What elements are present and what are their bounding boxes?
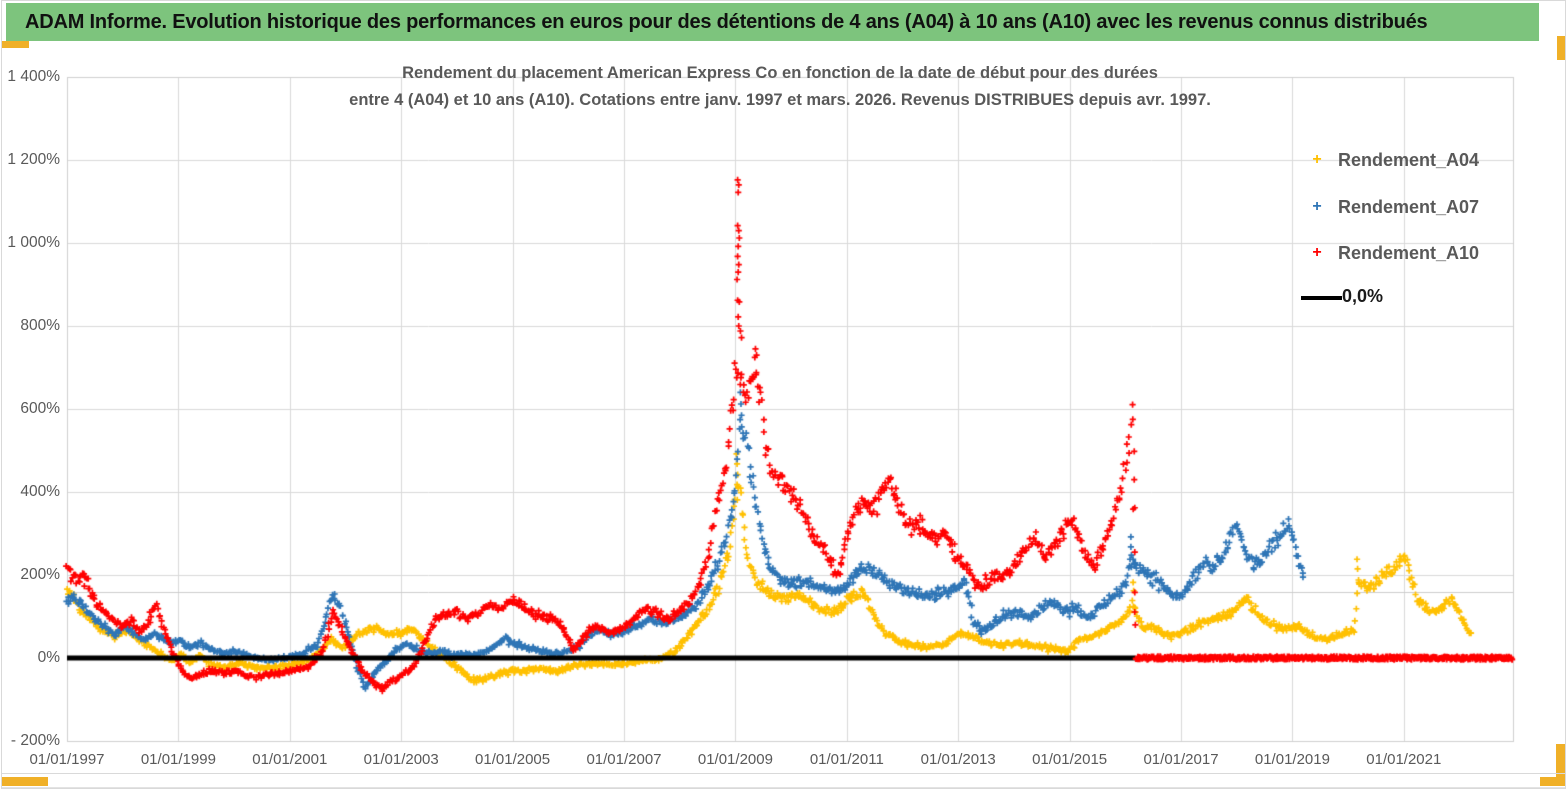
legend-label-a10: Rendement_A10 [1338,242,1480,263]
chart-title-line1: Rendement du placement American Express … [402,64,1158,82]
x-tick-label: 01/01/1999 [140,751,216,768]
x-tick-label: 01/01/2005 [475,751,551,768]
x-tick-label: 01/01/2007 [586,751,662,768]
x-tick-label: 01/01/2011 [809,751,884,768]
legend-label-a04: Rendement_A04 [1338,149,1480,170]
x-tick-label: 01/01/2021 [1366,751,1442,768]
y-tick-label: 400% [20,483,60,500]
x-tick-label: 01/01/2003 [363,751,439,768]
legend-item-a07[interactable]: + Rendement_A07 [1296,195,1479,219]
plus-marker-icon: + [1312,198,1322,215]
legend-item-a10[interactable]: + Rendement_A10 [1296,241,1479,265]
x-tick-label: 01/01/2017 [1143,751,1219,768]
x-tick-label: 01/01/2009 [697,751,773,768]
legend-label-zero: 0,0% [1342,286,1384,306]
y-tick-label: - 200% [10,732,60,749]
plus-marker-icon: + [1312,244,1322,261]
legend-label-a07: Rendement_A07 [1338,196,1480,217]
chart-title-line2: entre 4 (A04) et 10 ans (A10). Cotations… [349,91,1211,109]
x-tick-label: 01/01/1997 [29,751,105,768]
legend-item-a04[interactable]: + Rendement_A04 [1296,148,1479,172]
zero-line-sample-icon [1301,296,1342,300]
y-tick-label: 1 400% [7,68,60,85]
y-tick-label: 800% [20,317,60,334]
y-tick-label: 600% [20,400,60,417]
x-tick-label: 01/01/2001 [252,751,328,768]
x-tick-label: 01/01/2019 [1254,751,1330,768]
legend-item-zero[interactable]: 0,0% [1296,286,1526,310]
chart-title: Rendement du placement American Express … [250,60,1310,114]
y-tick-label: 1 200% [7,151,60,168]
y-tick-label: 200% [20,566,60,583]
plus-marker-icon: + [1312,151,1322,168]
y-tick-label: 1 000% [7,234,60,251]
x-tick-label: 01/01/2015 [1032,751,1108,768]
x-tick-label: 01/01/2013 [920,751,996,768]
y-tick-label: 0% [37,649,60,666]
